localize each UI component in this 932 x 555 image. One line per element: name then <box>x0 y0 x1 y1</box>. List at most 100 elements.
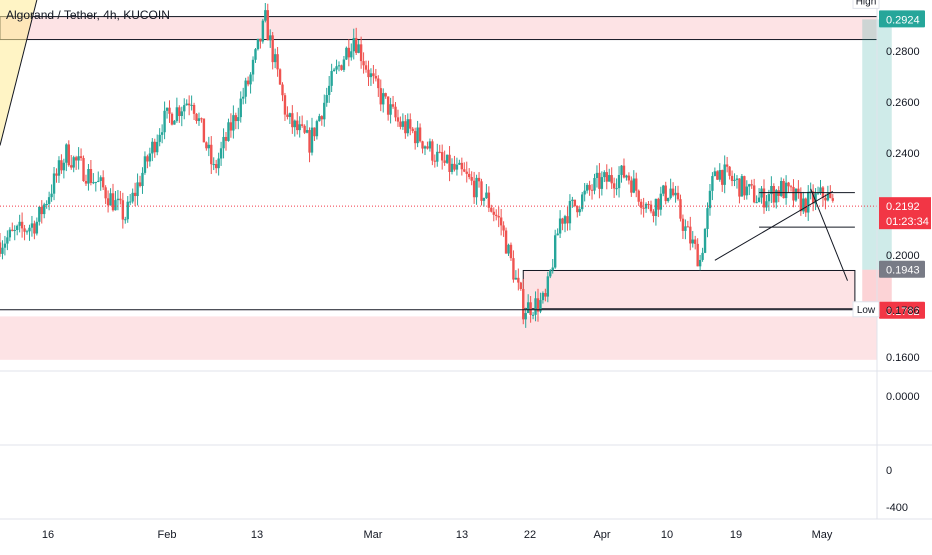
candle-body <box>423 146 427 149</box>
candle-body <box>217 158 220 169</box>
candle <box>55 168 58 183</box>
candle-body <box>630 180 633 193</box>
candle <box>379 79 382 112</box>
candle-body <box>674 192 677 196</box>
candle-body <box>625 175 628 178</box>
candle-body <box>173 120 176 125</box>
candle-body <box>266 10 269 41</box>
price-axis[interactable]: USDT0.28000.26000.24000.20000.16000.2924… <box>852 0 931 519</box>
candle <box>703 227 707 254</box>
candle <box>318 113 321 122</box>
candle-body <box>689 226 692 244</box>
candle-body <box>664 185 667 202</box>
candle-body <box>219 148 223 159</box>
candle-body <box>585 184 589 191</box>
candle-body <box>676 192 680 200</box>
candle <box>67 140 70 167</box>
drawings-layer[interactable] <box>0 0 877 311</box>
candle-body <box>593 178 596 191</box>
candle <box>696 238 699 267</box>
candle-body <box>163 110 166 133</box>
candle <box>300 115 304 128</box>
candle <box>153 138 156 158</box>
candle <box>671 182 675 197</box>
candle <box>701 247 704 262</box>
candle <box>728 166 731 180</box>
candle-body <box>8 229 12 238</box>
time-axis[interactable]: 16 Feb 13 Mar 13 22 Apr 10 19 May <box>42 529 833 541</box>
candle <box>775 188 778 209</box>
candle <box>659 186 663 216</box>
candle-body <box>772 185 776 203</box>
candle-body <box>573 199 577 206</box>
candle <box>178 105 181 123</box>
candle <box>359 36 363 69</box>
candle <box>128 194 132 206</box>
candle-body <box>743 176 746 196</box>
candle <box>163 101 166 140</box>
candle-body <box>254 49 257 60</box>
candle-body <box>15 225 19 231</box>
candle-body <box>67 144 70 166</box>
candle <box>495 209 498 221</box>
candle-body <box>669 188 672 198</box>
candle <box>534 291 537 322</box>
candle-body <box>200 118 203 120</box>
low-label-box <box>852 301 880 318</box>
candle-body <box>156 141 159 153</box>
candle <box>217 152 220 176</box>
candle-body <box>43 204 46 215</box>
candle-body <box>153 141 156 153</box>
candle <box>757 188 761 203</box>
candle <box>502 221 505 237</box>
last-price-tag-bg <box>879 197 931 230</box>
candle-body <box>748 184 751 187</box>
candle <box>409 113 412 136</box>
candle-body <box>278 69 282 85</box>
time-label: Mar <box>364 529 383 541</box>
candle-body <box>47 197 51 205</box>
candle <box>347 39 351 67</box>
candle <box>210 136 213 175</box>
rising-trendline[interactable] <box>714 190 834 261</box>
candle <box>214 159 218 174</box>
candle <box>11 222 14 232</box>
early-uptrend-line[interactable] <box>0 0 38 146</box>
candle-body <box>11 229 14 231</box>
candle <box>70 155 73 170</box>
candle-body <box>229 122 233 131</box>
candle <box>522 278 525 325</box>
candle-body <box>568 200 572 224</box>
candle <box>43 202 46 219</box>
candle <box>3 235 7 256</box>
candle-body <box>706 208 709 229</box>
candle-body <box>802 198 805 212</box>
candle-body <box>627 175 631 181</box>
projection[interactable] <box>810 188 848 281</box>
candle <box>738 178 741 204</box>
candle-body <box>70 165 73 168</box>
candle <box>47 191 51 211</box>
candle-body <box>541 293 545 301</box>
candle-body <box>711 176 714 191</box>
candle <box>72 155 75 173</box>
candle-body <box>101 177 105 188</box>
candle <box>644 202 648 213</box>
target-price-tag-bg <box>879 10 925 28</box>
candle-body <box>126 201 129 220</box>
time-label: 10 <box>661 529 673 541</box>
price-tick: 0.2600 <box>886 97 920 109</box>
candle-body <box>544 293 547 297</box>
candle-body <box>121 200 125 220</box>
candle-body <box>342 59 346 70</box>
candle <box>197 112 201 126</box>
candle-body <box>612 183 616 189</box>
candle-body <box>77 156 80 161</box>
candle-body <box>296 120 299 131</box>
candle-body <box>610 175 613 184</box>
time-label: 22 <box>524 529 536 541</box>
candle <box>725 156 729 173</box>
candle-body <box>507 244 510 254</box>
